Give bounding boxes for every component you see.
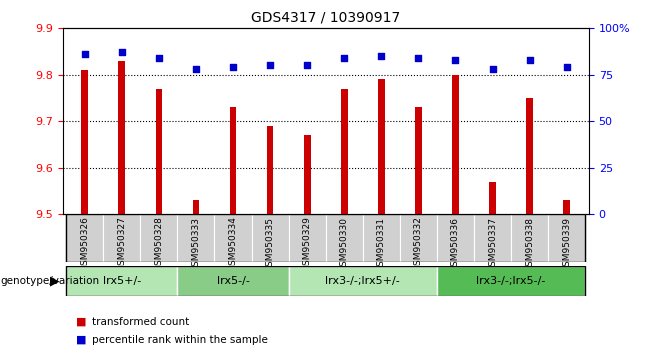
Text: lrx3-/-;lrx5-/-: lrx3-/-;lrx5-/- xyxy=(476,275,545,286)
Bar xyxy=(215,214,251,262)
Point xyxy=(153,55,164,61)
Text: GSM950339: GSM950339 xyxy=(562,217,571,272)
Text: GSM950328: GSM950328 xyxy=(155,217,163,272)
Text: GSM950337: GSM950337 xyxy=(488,217,497,272)
Text: lrx5+/-: lrx5+/- xyxy=(103,275,141,286)
Text: GSM950329: GSM950329 xyxy=(303,217,312,272)
Bar xyxy=(511,214,548,262)
Bar xyxy=(563,200,570,214)
Point xyxy=(116,50,127,55)
Point xyxy=(302,63,313,68)
Bar xyxy=(118,61,125,214)
Text: GSM950332: GSM950332 xyxy=(414,217,423,272)
Bar xyxy=(103,214,140,262)
Bar xyxy=(140,214,178,262)
Bar xyxy=(304,135,311,214)
Point xyxy=(339,55,349,61)
Point xyxy=(376,53,387,59)
Text: ■: ■ xyxy=(76,317,86,327)
Bar xyxy=(400,214,437,262)
Bar xyxy=(415,107,422,214)
Bar xyxy=(82,70,88,214)
Bar xyxy=(378,79,385,214)
Point xyxy=(80,51,90,57)
Bar xyxy=(230,107,236,214)
Text: GDS4317 / 10390917: GDS4317 / 10390917 xyxy=(251,11,400,25)
Point xyxy=(561,64,572,70)
Bar xyxy=(341,89,347,214)
Bar xyxy=(155,89,163,214)
Text: percentile rank within the sample: percentile rank within the sample xyxy=(92,335,268,345)
Bar xyxy=(474,214,511,262)
Bar xyxy=(548,214,585,262)
Text: GSM950338: GSM950338 xyxy=(525,217,534,272)
Text: lrx3-/-;lrx5+/-: lrx3-/-;lrx5+/- xyxy=(326,275,400,286)
Text: GSM950336: GSM950336 xyxy=(451,217,460,272)
Text: GSM950333: GSM950333 xyxy=(191,217,201,272)
Bar xyxy=(363,214,400,262)
Point xyxy=(265,63,275,68)
Bar xyxy=(437,266,585,296)
Point xyxy=(450,57,461,63)
Bar xyxy=(289,214,326,262)
Text: ■: ■ xyxy=(76,335,86,345)
Bar xyxy=(178,214,215,262)
Point xyxy=(191,67,201,72)
Bar xyxy=(66,214,103,262)
Bar xyxy=(289,266,437,296)
Bar xyxy=(178,266,289,296)
Bar xyxy=(437,214,474,262)
Text: transformed count: transformed count xyxy=(92,317,190,327)
Text: lrx5-/-: lrx5-/- xyxy=(216,275,249,286)
Text: GSM950327: GSM950327 xyxy=(117,217,126,272)
Text: ▶: ▶ xyxy=(49,274,59,287)
Point xyxy=(413,55,424,61)
Bar xyxy=(66,266,178,296)
Bar xyxy=(526,98,533,214)
Text: GSM950335: GSM950335 xyxy=(266,217,274,272)
Bar xyxy=(193,200,199,214)
Text: genotype/variation: genotype/variation xyxy=(0,275,99,286)
Point xyxy=(524,57,535,63)
Text: GSM950330: GSM950330 xyxy=(340,217,349,272)
Text: GSM950326: GSM950326 xyxy=(80,217,89,272)
Bar xyxy=(251,214,289,262)
Bar xyxy=(489,182,496,214)
Bar xyxy=(326,214,363,262)
Point xyxy=(488,67,498,72)
Bar xyxy=(452,75,459,214)
Text: GSM950334: GSM950334 xyxy=(228,217,238,272)
Bar xyxy=(266,126,274,214)
Text: GSM950331: GSM950331 xyxy=(377,217,386,272)
Point xyxy=(228,64,238,70)
